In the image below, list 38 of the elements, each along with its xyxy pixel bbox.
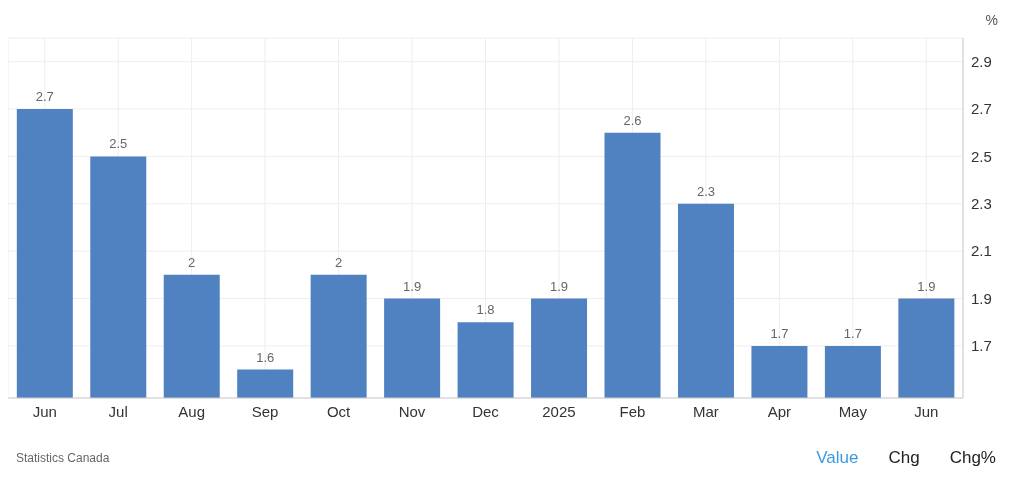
y-tick-label: 2.7 (971, 100, 992, 118)
data-label: 1.9 (403, 278, 422, 294)
y-tick-label: 1.9 (971, 289, 992, 307)
y-tick-label: 2.3 (971, 195, 992, 213)
y-tick-label: 2.9 (971, 53, 992, 71)
x-tick-label: May (838, 402, 868, 420)
y-tick-label: 1.7 (971, 337, 992, 355)
text: Value (816, 448, 859, 468)
x-tick-label: Aug (178, 402, 206, 420)
x-tick-label: Oct (326, 402, 352, 420)
data-label: 1.8 (476, 302, 495, 318)
x-tick-label: Jun (914, 402, 939, 420)
data-label: 2.5 (109, 136, 128, 152)
x-tick-label: Apr (767, 402, 792, 420)
x-tick-label: Jul (108, 402, 128, 420)
x-tick-label: Sep (251, 402, 279, 420)
text: Chg (888, 448, 920, 468)
data-label: 1.6 (256, 349, 275, 365)
y-tick-label: 2.1 (971, 242, 992, 260)
data-label: 2.3 (696, 183, 716, 199)
text: Statistics Canada (16, 451, 110, 465)
x-tick-label: Nov (398, 402, 426, 420)
x-tick-label: Feb (619, 402, 646, 420)
x-tick-label: Jun (32, 402, 57, 420)
data-label: 1.9 (550, 278, 569, 294)
text: Chg% (949, 448, 996, 468)
x-tick-label: Mar (692, 402, 719, 420)
data-label: 2.7 (35, 89, 54, 105)
data-label: 2.6 (623, 112, 642, 128)
data-label: 2 (335, 254, 343, 270)
y-axis-title: % (985, 12, 998, 28)
data-label: 2 (188, 254, 196, 270)
data-label: 1.7 (770, 325, 789, 341)
y-tick-label: 2.5 (971, 147, 992, 165)
data-label: 1.9 (917, 278, 936, 294)
x-tick-label: 2025 (542, 402, 576, 420)
data-label: 1.7 (843, 325, 862, 341)
x-tick-label: Dec (472, 402, 500, 420)
